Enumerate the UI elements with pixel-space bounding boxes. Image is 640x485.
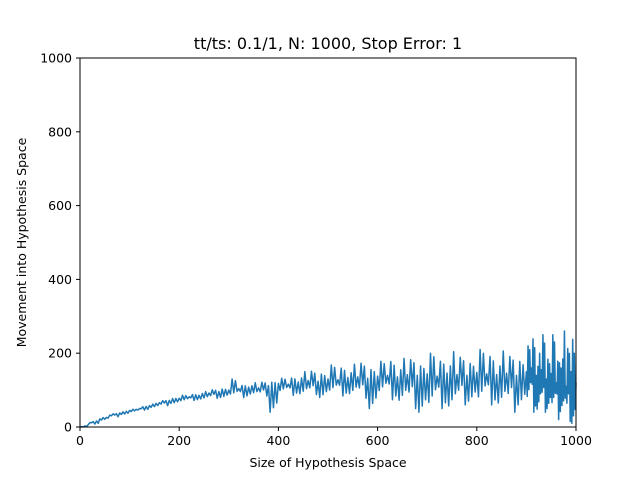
y-tick-label: 1000 — [40, 51, 72, 66]
y-axis-ticks: 0 200 400 600 800 1000 — [40, 51, 80, 435]
y-tick-label: 200 — [48, 346, 72, 361]
x-axis-label: Size of Hypothesis Space — [249, 455, 406, 470]
x-tick-label: 1000 — [560, 433, 592, 448]
y-axis-label: Movement into Hypothesis Space — [14, 137, 29, 347]
x-tick-label: 400 — [266, 433, 290, 448]
y-tick-label: 0 — [64, 420, 72, 435]
x-tick-label: 800 — [465, 433, 489, 448]
y-tick-label: 600 — [48, 198, 72, 213]
plot-frame — [79, 57, 577, 428]
x-tick-label: 200 — [167, 433, 191, 448]
x-axis-ticks: 0 200 400 600 800 1000 — [76, 427, 592, 448]
chart-title: tt/ts: 0.1/1, N: 1000, Stop Error: 1 — [194, 34, 462, 53]
y-tick-label: 800 — [48, 124, 72, 139]
series-layer — [79, 330, 577, 428]
x-tick-label: 0 — [76, 433, 84, 448]
x-tick-label: 600 — [366, 433, 390, 448]
y-tick-label: 400 — [48, 272, 72, 287]
series-line — [79, 330, 577, 428]
